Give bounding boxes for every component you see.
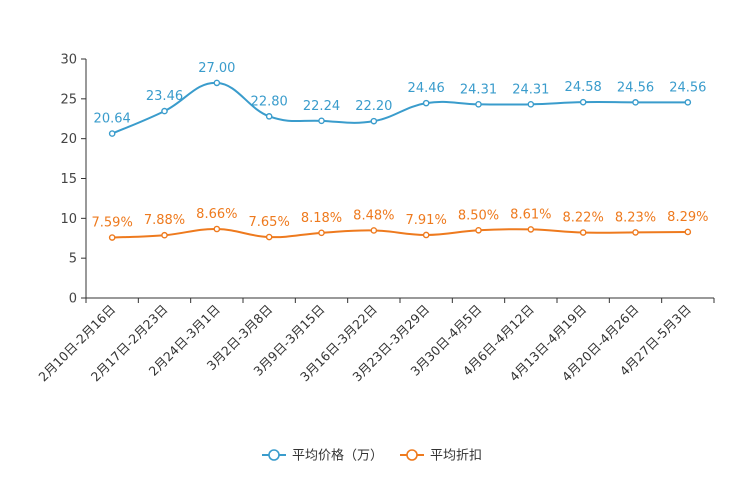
data-point (108, 130, 116, 137)
data-point (684, 228, 692, 236)
y-tick-label: 25 (60, 92, 77, 107)
data-point (527, 226, 535, 233)
data-point (108, 234, 116, 241)
legend-marker-icon (406, 449, 418, 461)
data-label: 8.48% (353, 208, 394, 223)
data-label: 8.50% (458, 208, 499, 223)
legend-item-2[interactable]: 平均折扣 (400, 449, 482, 464)
y-tick-label: 30 (60, 53, 77, 68)
data-point (632, 99, 639, 106)
legend-marker-icon (268, 449, 280, 461)
data-label: 8.18% (301, 211, 342, 226)
data-point (213, 79, 221, 87)
data-point (370, 117, 378, 125)
legend-label: 平均价格（万） (292, 448, 383, 464)
y-tick-label: 20 (60, 132, 77, 147)
data-point (422, 99, 430, 107)
series-line-2 (112, 228, 688, 239)
y-tick-label: 10 (60, 212, 77, 227)
data-label: 7.88% (144, 213, 185, 228)
data-point (318, 117, 325, 125)
data-label: 22.24 (303, 99, 340, 114)
legend-item-1[interactable]: 平均价格（万） (262, 448, 383, 464)
data-label: 7.59% (92, 216, 133, 231)
data-label: 20.64 (94, 112, 131, 127)
data-point (475, 101, 482, 108)
data-point (370, 227, 378, 234)
data-label: 24.58 (565, 80, 602, 95)
data-point (265, 113, 273, 120)
y-tick-label: 5 (69, 252, 77, 267)
data-point (684, 99, 692, 106)
y-tick-label: 15 (60, 172, 77, 187)
y-tick-label: 0 (69, 292, 77, 307)
chart-data-labels: 20.64 23.46 27.00 22.80 22.24 22.20 24.46 24.31… (92, 61, 709, 231)
data-label: 7.91% (406, 213, 447, 228)
data-point (527, 101, 535, 108)
data-label: 24.31 (460, 82, 497, 97)
data-label: 24.31 (512, 82, 549, 97)
data-label: 24.46 (408, 81, 445, 96)
data-point (632, 229, 639, 236)
data-label: 22.20 (355, 99, 392, 114)
data-label: 23.46 (146, 89, 183, 104)
data-point (265, 233, 273, 241)
data-point (318, 229, 325, 237)
data-label: 8.61% (510, 207, 551, 222)
data-point (161, 107, 168, 115)
data-point (579, 229, 587, 236)
data-point (579, 98, 587, 106)
data-label: 8.29% (667, 210, 708, 225)
data-point (161, 231, 168, 239)
data-point (213, 225, 221, 233)
data-label: 22.80 (251, 94, 288, 109)
data-label: 8.66% (196, 207, 237, 222)
data-label: 7.65% (249, 215, 290, 230)
data-label: 8.22% (563, 211, 604, 226)
chart-series (108, 79, 692, 241)
data-point (422, 231, 430, 239)
data-label: 8.23% (615, 210, 656, 225)
legend-label: 平均折扣 (430, 449, 482, 464)
data-label: 24.56 (617, 80, 654, 95)
chart-legend[interactable]: 平均价格（万） 平均折扣 (262, 448, 482, 464)
data-label: 24.56 (669, 80, 706, 95)
data-point (475, 226, 482, 234)
data-label: 27.00 (198, 61, 235, 76)
